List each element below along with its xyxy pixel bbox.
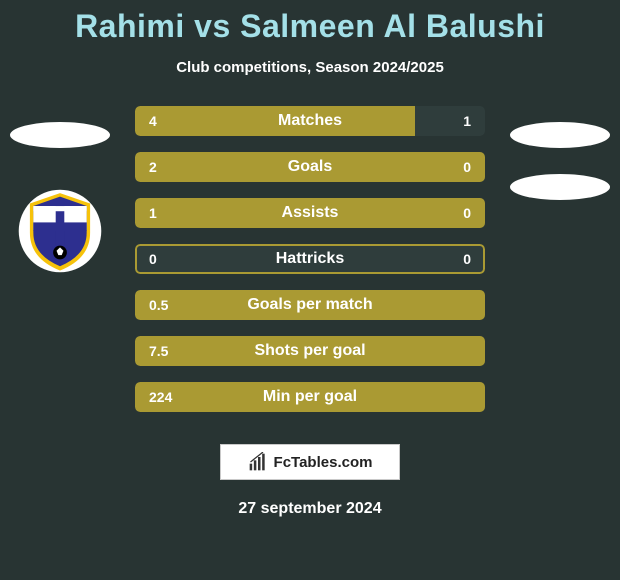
club-shield-icon xyxy=(17,188,103,274)
stat-bars: 41Matches20Goals10Assists00Hattricks0.5G… xyxy=(135,106,485,428)
stat-bar-row: 0.5Goals per match xyxy=(135,290,485,320)
club-badge xyxy=(2,186,118,276)
player-left-placeholder xyxy=(10,122,110,148)
stat-bar-left-fill xyxy=(135,336,485,366)
stat-right-value: 0 xyxy=(449,152,485,182)
stat-right-value: 0 xyxy=(449,198,485,228)
stat-left-value: 224 xyxy=(135,382,186,412)
stat-bar-left-fill xyxy=(135,106,415,136)
comparison-main: 41Matches20Goals10Assists00Hattricks0.5G… xyxy=(0,106,620,436)
player-right-placeholder-1 xyxy=(510,122,610,148)
stat-left-value: 7.5 xyxy=(135,336,182,366)
stat-left-value: 0.5 xyxy=(135,290,182,320)
stat-bar-row: 10Assists xyxy=(135,198,485,228)
stat-bar-left-fill xyxy=(135,290,485,320)
stat-bar-row: 224Min per goal xyxy=(135,382,485,412)
brand-box: FcTables.com xyxy=(220,444,400,480)
brand-text: FcTables.com xyxy=(274,454,373,471)
stat-left-value: 4 xyxy=(135,106,171,136)
brand-chart-icon xyxy=(248,452,268,472)
stat-left-value: 1 xyxy=(135,198,171,228)
stat-bar-left-fill xyxy=(135,198,485,228)
stat-right-value: 1 xyxy=(449,106,485,136)
date: 27 september 2024 xyxy=(0,500,620,518)
stat-left-value: 2 xyxy=(135,152,171,182)
stat-left-value: 0 xyxy=(135,244,171,274)
stat-bar-left-fill xyxy=(135,382,485,412)
stat-bar-row: 00Hattricks xyxy=(135,244,485,274)
page-title: Rahimi vs Salmeen Al Balushi xyxy=(0,0,620,45)
stat-bar-row: 41Matches xyxy=(135,106,485,136)
stat-bar-left-fill xyxy=(135,152,485,182)
player-right-placeholder-2 xyxy=(510,174,610,200)
stat-right-value: 0 xyxy=(449,244,485,274)
stat-bar-row: 7.5Shots per goal xyxy=(135,336,485,366)
subtitle: Club competitions, Season 2024/2025 xyxy=(0,59,620,76)
stat-bar-row: 20Goals xyxy=(135,152,485,182)
